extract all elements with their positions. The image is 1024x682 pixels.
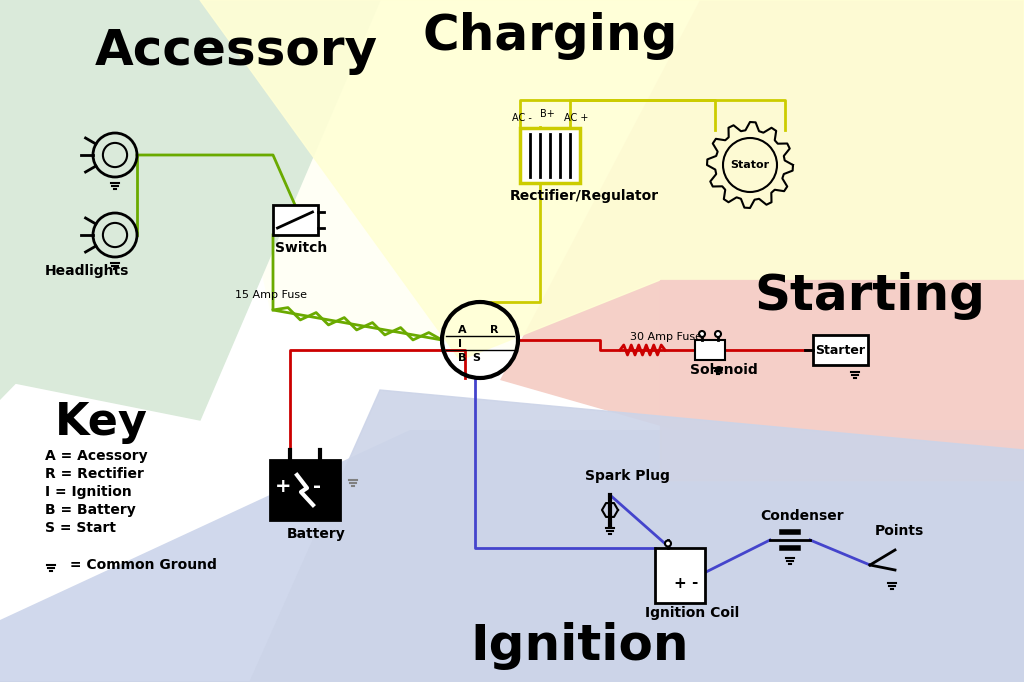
Text: I = Ignition: I = Ignition — [45, 485, 132, 499]
Text: S: S — [472, 353, 480, 363]
Text: -: - — [313, 477, 321, 496]
Text: Condenser: Condenser — [760, 509, 844, 523]
Text: Charging: Charging — [422, 12, 678, 60]
Text: Spark Plug: Spark Plug — [585, 469, 670, 483]
Text: Headlights: Headlights — [45, 264, 129, 278]
Polygon shape — [0, 0, 380, 420]
Text: AC -: AC - — [512, 113, 531, 123]
FancyBboxPatch shape — [695, 340, 725, 360]
Text: Starter: Starter — [815, 344, 865, 357]
Text: = Common Ground: = Common Ground — [65, 558, 217, 572]
Text: Starting: Starting — [755, 272, 985, 320]
Text: 30 Amp Fuse: 30 Amp Fuse — [630, 332, 702, 342]
Text: Switch: Switch — [275, 241, 328, 255]
Text: A = Acessory: A = Acessory — [45, 449, 147, 463]
Circle shape — [699, 331, 705, 337]
Polygon shape — [500, 0, 1024, 530]
Text: Key: Key — [55, 401, 147, 444]
Text: B: B — [458, 353, 466, 363]
Text: Accessory: Accessory — [95, 27, 378, 75]
FancyBboxPatch shape — [812, 335, 867, 365]
Text: R = Rectifier: R = Rectifier — [45, 467, 144, 481]
Text: R: R — [490, 325, 499, 335]
Text: Battery: Battery — [287, 527, 346, 541]
Polygon shape — [200, 0, 1024, 360]
Polygon shape — [200, 0, 1024, 355]
Text: Stator: Stator — [730, 160, 770, 170]
Text: B = Battery: B = Battery — [45, 503, 136, 517]
Text: Ignition: Ignition — [471, 622, 689, 670]
Text: Ignition Coil: Ignition Coil — [645, 606, 739, 620]
Text: -: - — [691, 576, 697, 591]
Circle shape — [715, 331, 721, 337]
Circle shape — [665, 541, 671, 546]
Text: Solenoid: Solenoid — [690, 363, 758, 377]
Text: B+: B+ — [540, 109, 555, 119]
FancyBboxPatch shape — [520, 128, 580, 183]
FancyBboxPatch shape — [270, 460, 340, 520]
Text: AC +: AC + — [564, 113, 589, 123]
Text: S = Start: S = Start — [45, 521, 116, 535]
FancyBboxPatch shape — [655, 548, 705, 602]
Text: +: + — [274, 477, 291, 496]
Polygon shape — [0, 390, 1024, 682]
Polygon shape — [0, 430, 1024, 682]
Polygon shape — [660, 280, 1024, 480]
Text: Points: Points — [874, 524, 925, 538]
Text: +: + — [674, 576, 686, 591]
Text: I: I — [458, 339, 462, 349]
Text: A: A — [458, 325, 467, 335]
Text: 15 Amp Fuse: 15 Amp Fuse — [234, 290, 307, 300]
FancyBboxPatch shape — [272, 205, 317, 235]
Polygon shape — [0, 0, 390, 400]
Text: Rectifier/Regulator: Rectifier/Regulator — [510, 189, 659, 203]
